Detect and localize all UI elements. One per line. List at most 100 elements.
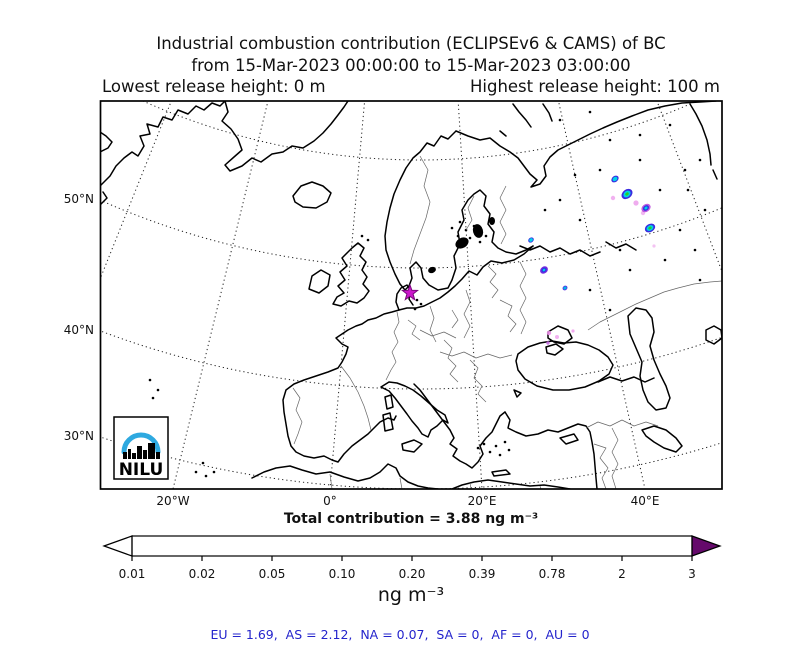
hotspot-smudge	[652, 244, 656, 248]
nilu-arc-icon	[121, 432, 161, 455]
hotspot-blob	[648, 226, 652, 230]
islet-speck	[366, 238, 370, 242]
coast-turkey-levant	[504, 411, 598, 489]
islet-speck	[488, 450, 492, 454]
coast-aral	[705, 325, 722, 345]
hotspot-blob	[625, 192, 629, 196]
hotspot-blob	[542, 268, 546, 272]
river-volga	[519, 241, 637, 257]
total-contribution-label: Total contribution = 3.88 ng m⁻³	[283, 511, 539, 527]
coast-crete	[491, 469, 511, 477]
release-site-star	[401, 283, 419, 301]
islet-speck	[458, 220, 462, 224]
islet-speck	[558, 198, 562, 202]
coast-azov	[547, 325, 573, 345]
islet-speck	[151, 396, 155, 400]
lakes-and-islets	[148, 110, 707, 478]
coast-sicily	[401, 439, 423, 453]
border-line	[465, 195, 475, 231]
graticule-parallel	[100, 199, 722, 269]
islet-speck	[663, 258, 667, 262]
graticule-meridian	[557, 101, 646, 489]
islet-speck	[478, 240, 482, 244]
islet-speck	[194, 470, 198, 474]
coast-crimea	[545, 343, 564, 356]
islet-speck	[638, 158, 642, 162]
coast-greenland-fjord	[100, 131, 113, 206]
colorbar-over-arrow	[691, 535, 722, 557]
islet-speck	[415, 298, 419, 302]
islet-speck	[678, 228, 682, 232]
graticule-meridian	[172, 101, 269, 489]
islet-speck	[212, 470, 216, 474]
islet-speck	[573, 173, 577, 177]
graticule	[0, 0, 800, 489]
islet-speck	[668, 123, 672, 127]
graticule-meridian	[457, 101, 483, 489]
islet-speck	[484, 234, 488, 238]
border-line	[409, 155, 431, 265]
hotspot-smudge	[610, 195, 616, 201]
islet-speck	[628, 268, 632, 272]
border-line	[499, 299, 517, 333]
islet-speck	[503, 440, 507, 444]
hotspot-smudge	[546, 341, 550, 345]
islet-speck	[578, 218, 582, 222]
lake	[428, 266, 436, 274]
coast-caspian	[627, 307, 671, 411]
border-line	[443, 339, 459, 383]
coast-corsica	[384, 394, 394, 410]
border-line	[407, 309, 459, 341]
graticule-parallel	[100, 330, 722, 390]
colorbar-outline	[131, 535, 693, 557]
map-content	[0, 0, 800, 489]
release-height-line: Lowest release height: 0 m Highest relea…	[100, 76, 722, 98]
colorbar-tick-label: 0.39	[469, 567, 496, 581]
map-frame	[99, 100, 723, 490]
border-line	[292, 387, 303, 445]
border-line	[487, 265, 499, 299]
islet-speck	[608, 138, 612, 142]
release-star-icon	[401, 283, 419, 301]
graticule-parallel	[0, 0, 800, 55]
colorbar-tick-label: 2	[618, 567, 626, 581]
colorbar-under-arrow	[102, 535, 133, 557]
border-line	[519, 261, 527, 335]
colorbar-unit-label: ng m⁻³	[377, 584, 445, 606]
graticule-parallel	[141, 101, 699, 161]
lowest-release-height: Lowest release height: 0 m	[102, 77, 326, 96]
coast-greenland-east	[221, 101, 349, 172]
islet-speck	[618, 248, 622, 252]
border-line	[329, 473, 542, 489]
islet-speck	[686, 188, 690, 192]
hotspot-smudge	[633, 200, 639, 206]
coast-ireland	[308, 269, 331, 294]
islet-speck	[698, 278, 702, 282]
islet-speck	[456, 234, 460, 238]
islet-speck	[543, 208, 547, 212]
islet-speck	[360, 234, 364, 238]
hotspot-blob	[529, 238, 533, 242]
coast-sardinia	[382, 412, 394, 432]
islet-speck	[201, 461, 205, 465]
hotspot-blob	[644, 206, 648, 210]
border-line	[463, 289, 471, 339]
colorbar-tick-label: 0.10	[329, 567, 356, 581]
border-line	[611, 427, 619, 489]
color-scale: 0.01 0.02 0.05 0.10 0.20 0.39 0.78 2 3	[102, 535, 722, 581]
lake	[489, 217, 495, 225]
islet-speck	[558, 118, 562, 122]
border-line	[499, 185, 507, 245]
islet-speck	[608, 308, 612, 312]
figure-period: from 15-Mar-2023 00:00:00 to 15-Mar-2023…	[191, 55, 631, 75]
border-line	[429, 305, 437, 343]
border-line	[419, 329, 457, 339]
coast-arctic-isles	[499, 103, 553, 137]
coast-great-britain	[332, 242, 370, 307]
nilu-logo-text: NILU	[119, 460, 164, 480]
concentration-hotspots	[411, 175, 656, 345]
islet-speck	[598, 168, 602, 172]
colorbar-tick-label: 3	[688, 567, 696, 581]
